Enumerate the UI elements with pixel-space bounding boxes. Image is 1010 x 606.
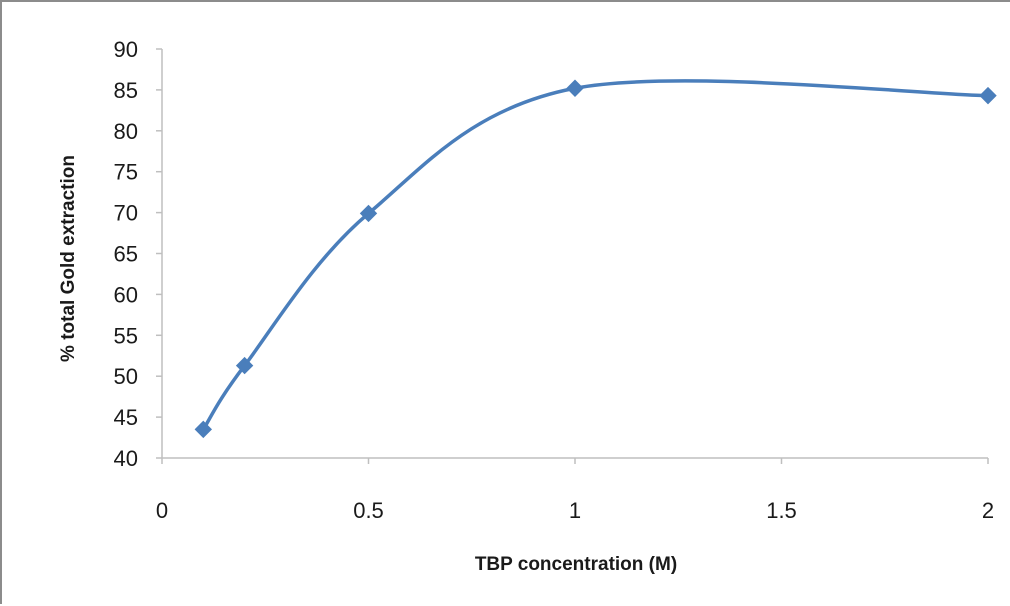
series-line xyxy=(201,79,989,431)
y-tick-label: 50 xyxy=(114,364,138,389)
y-tick-label: 70 xyxy=(114,201,138,226)
y-tick-label: 40 xyxy=(114,446,138,471)
data-point-marker xyxy=(566,79,584,97)
y-axis-title: % total Gold extraction xyxy=(58,155,79,362)
y-tick-label: 75 xyxy=(114,160,138,185)
x-tick-label: 0 xyxy=(156,498,168,523)
data-point-marker xyxy=(979,86,997,105)
x-tick-label: 2 xyxy=(982,498,994,523)
y-tick-label: 90 xyxy=(114,37,138,62)
data-series xyxy=(201,79,989,431)
tick-labels: 40 45 50 55 60 65 70 75 80 85 90 0 0.5 1 1.5 2 xyxy=(114,37,995,523)
y-tick-label: 45 xyxy=(114,405,138,430)
x-tick-label: 1 xyxy=(569,498,581,523)
y-tick-label: 80 xyxy=(114,119,138,144)
data-markers xyxy=(194,79,997,439)
data-point-marker xyxy=(194,420,213,439)
x-tick-label: 1.5 xyxy=(766,498,797,523)
y-tick-label: 60 xyxy=(114,282,138,307)
y-tick-label: 65 xyxy=(114,242,138,267)
data-point-marker xyxy=(359,204,378,223)
x-axis-title: TBP concentration (M) xyxy=(475,554,677,575)
data-point-marker xyxy=(235,356,254,375)
axes xyxy=(156,48,989,464)
x-tick-label: 0.5 xyxy=(353,498,384,523)
y-tick-label: 55 xyxy=(114,323,138,348)
y-tick-label: 85 xyxy=(114,78,138,103)
